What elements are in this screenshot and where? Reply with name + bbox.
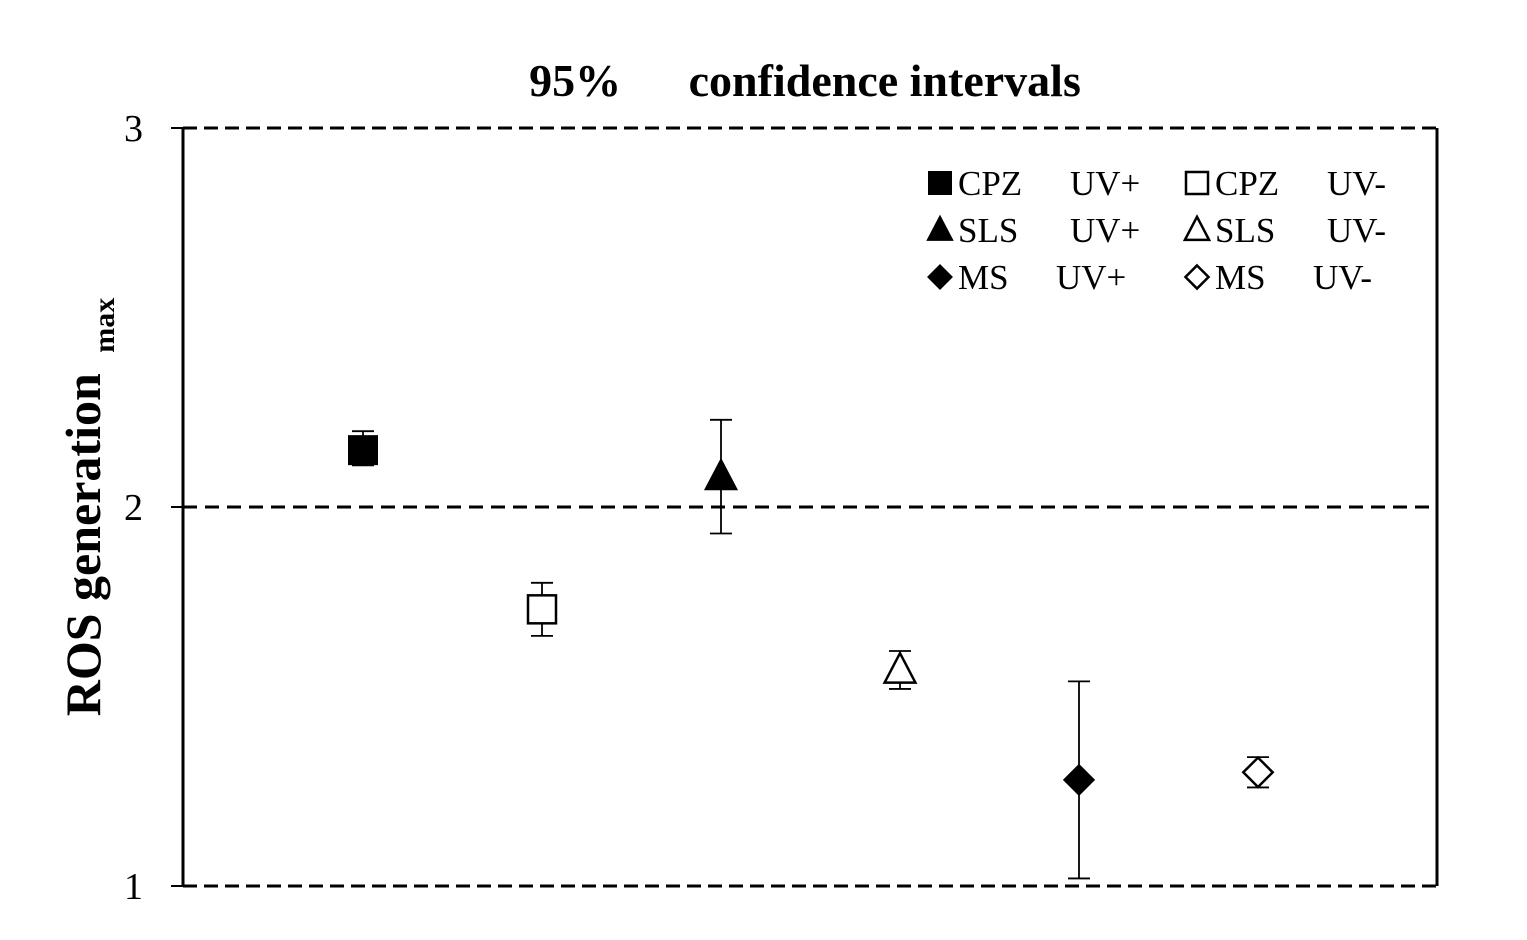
legend-item-2: SLS UV+ [926,211,1140,250]
legend-label-0: CPZ UV+ [958,164,1140,203]
legend-marker-1 [1184,170,1210,196]
y-tick-label-2: 3 [124,108,143,150]
legend-series-condition-3: UV- [1327,211,1386,250]
y-axis: 1 2 3 [124,108,183,908]
y-axis-label-sub: max [88,298,121,353]
legend-item-1: CPZ UV- [1184,164,1386,203]
legend-marker-3 [1182,214,1212,242]
y-tick-label-1: 2 [124,487,143,529]
legend-series-name-3: SLS [1215,211,1275,250]
legend-series-name-5: MS [1215,258,1266,297]
data-point-0 [348,430,378,467]
legend-marker-0 [928,171,952,195]
legend-series-condition-5: UV- [1313,258,1372,297]
data-point-4 [1062,680,1096,880]
legend-item-0: CPZ UV+ [928,164,1140,203]
legend-item-4: MS UV+ [927,258,1126,297]
legend-label-1: CPZ UV- [1215,164,1386,203]
y-axis-label-main: ROS generation [55,373,111,716]
legend-marker-5 [1183,263,1211,291]
data-points [348,418,1275,880]
point-marker-0 [348,435,378,466]
legend-marker-2 [926,214,954,241]
data-point-2 [703,418,739,535]
legend-item-3: SLS UV- [1182,211,1386,250]
legend: CPZ UV+ CPZ UV- SLS UV+ SLS UV- MS UV+ MS UV- [926,164,1386,297]
legend-label-5: MS UV- [1215,258,1372,297]
legend-series-name-0: CPZ [958,164,1022,203]
legend-series-name-1: CPZ [1215,164,1279,203]
legend-label-2: SLS UV+ [958,211,1140,250]
point-marker-3 [882,650,918,684]
legend-label-3: SLS UV- [1215,211,1386,250]
legend-label-4: MS UV+ [958,258,1126,297]
legend-series-condition-0: UV+ [1070,164,1140,203]
legend-series-name-2: SLS [958,211,1018,250]
legend-series-condition-2: UV+ [1070,211,1140,250]
y-axis-label: ROS generation max [55,298,121,717]
legend-series-name-4: MS [958,258,1009,297]
chart-title-rest: confidence intervals [689,55,1081,106]
point-marker-2 [703,457,739,491]
data-point-1 [526,581,558,637]
point-marker-5 [1241,755,1275,789]
legend-series-condition-1: UV- [1327,164,1386,203]
data-point-5 [1241,755,1275,789]
legend-item-5: MS UV- [1183,258,1372,297]
data-point-3 [882,650,918,690]
y-tick-label-0: 1 [124,866,143,908]
legend-marker-4 [927,264,953,290]
point-marker-4 [1062,763,1096,796]
point-marker-1 [526,594,558,625]
legend-series-condition-4: UV+ [1056,258,1126,297]
chart-title: 95% confidence intervals [529,55,1081,106]
chart-title-main: 95% [529,55,621,106]
